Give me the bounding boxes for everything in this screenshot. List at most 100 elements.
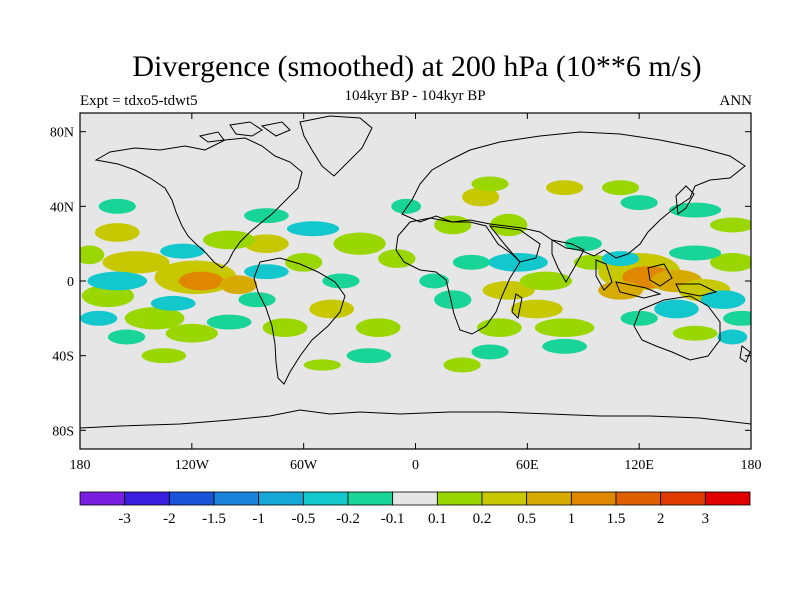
colorbar-label: -1.5	[202, 511, 226, 527]
divergence-contour	[534, 318, 595, 337]
colorbar-swatch	[347, 491, 394, 506]
divergence-contour	[542, 338, 587, 354]
divergence-contour	[620, 195, 658, 211]
divergence-contour	[94, 223, 140, 242]
lon-tick-label: 120W	[175, 458, 210, 473]
colorbar-label: -0.2	[336, 511, 360, 527]
coastline-arabia	[488, 225, 541, 263]
colorbar-label: 3	[702, 511, 710, 527]
coastline-australia	[633, 295, 721, 361]
experiment-label: Expt = tdxo5-tdwt5	[80, 93, 198, 109]
colorbar-label: 0.5	[517, 511, 536, 527]
coastline-new-zealand	[739, 345, 751, 363]
chart-title: Divergence (smoothed) at 200 hPa (10**6 …	[132, 50, 702, 83]
divergence-contour	[150, 295, 196, 311]
divergence-contour	[244, 234, 289, 254]
divergence-contour	[434, 290, 472, 309]
coastline-antarctica	[80, 409, 751, 429]
divergence-contour	[452, 254, 491, 270]
divergence-contour	[672, 325, 718, 341]
divergence-contour	[87, 271, 148, 291]
lon-tick-label: 60W	[290, 458, 318, 473]
colorbar-label: -0.1	[381, 511, 405, 527]
colorbar-swatch	[392, 491, 438, 506]
divergence-contour	[244, 264, 289, 280]
divergence-contour	[165, 323, 218, 343]
coastline-eurasia	[401, 131, 746, 259]
divergence-contour	[141, 348, 187, 364]
divergence-contour	[601, 180, 640, 196]
divergence-contour	[490, 213, 528, 237]
coastline-south-america	[253, 257, 346, 385]
coastline-india	[551, 239, 585, 284]
divergence-contour	[419, 273, 450, 289]
coastline-indonesia	[595, 259, 718, 299]
divergence-contour	[443, 357, 481, 373]
divergence-contour	[564, 236, 602, 252]
divergence-contour	[723, 310, 751, 326]
colorbar-swatch	[79, 491, 126, 506]
lat-tick-label: 80N	[50, 126, 74, 141]
divergence-contour	[717, 329, 748, 345]
coastline-japan	[675, 185, 695, 215]
divergence-contour	[488, 253, 548, 272]
divergence-contour	[81, 284, 135, 308]
divergence-contour	[80, 310, 118, 326]
divergence-contour	[391, 198, 422, 214]
period-label: 104kyr BP - 104kyr BP	[344, 88, 486, 104]
colorbar-label: -2	[163, 511, 176, 527]
lat-tick-label: 80S	[52, 424, 74, 439]
coastline-greenland	[299, 115, 373, 177]
divergence-contour	[545, 180, 584, 196]
divergence-contour	[482, 281, 535, 300]
divergence-contour	[285, 253, 323, 272]
divergence-contour	[124, 307, 185, 330]
lat-tick-label: 40N	[50, 200, 74, 215]
divergence-contour	[160, 243, 205, 259]
lon-tick-label: 0	[412, 458, 419, 473]
colorbar-label: 1.5	[607, 511, 626, 527]
season-label: ANN	[719, 93, 753, 109]
divergence-contour	[346, 348, 392, 364]
colorbar-label: 0.2	[473, 511, 492, 527]
divergence-contour	[206, 314, 252, 330]
coastline-north-america	[94, 137, 303, 269]
colorbar-label: 1	[568, 511, 576, 527]
colorbar-label: 2	[657, 511, 665, 527]
divergence-contour	[303, 359, 341, 371]
longitude-axis: 180 120W 60W 0 60E 120E 180	[70, 113, 762, 473]
lon-tick-label: 180	[70, 458, 91, 473]
divergence-contour	[668, 245, 722, 261]
divergence-contour	[700, 290, 746, 309]
divergence-contour	[355, 318, 401, 337]
divergence-contour	[598, 281, 643, 300]
colorbar-swatch	[660, 491, 706, 506]
colorbar-swatch	[302, 491, 349, 506]
divergence-contour	[309, 299, 354, 319]
colorbar-swatch	[436, 491, 483, 506]
divergence-contour	[333, 232, 386, 255]
colorbar-swatch	[615, 491, 662, 506]
colorbar: -3 -2 -1.5 -1 -0.5 -0.2 -0.1 0.1 0.2 0.5 1 1.5 2 3	[79, 491, 751, 527]
divergence-contour	[519, 271, 573, 291]
colorbar-label: -0.5	[291, 511, 315, 527]
divergence-contour	[219, 275, 258, 295]
divergence-contour	[620, 310, 658, 326]
divergence-contour	[668, 202, 722, 218]
colorbar-label: 0.1	[428, 511, 447, 527]
divergence-contour	[178, 271, 224, 291]
divergence-contour	[471, 344, 509, 360]
divergence-contour	[462, 187, 500, 207]
divergence-contour	[262, 318, 308, 337]
colorbar-swatch	[124, 491, 170, 506]
divergence-contour	[244, 208, 289, 224]
colorbar-swatch	[213, 491, 260, 506]
colorbar-label: -1	[252, 511, 265, 527]
latitude-axis: 80N 40N 0 40S 80S	[50, 126, 751, 439]
divergence-contour	[98, 198, 136, 214]
colorbar-label: -3	[118, 511, 131, 527]
divergence-contour	[471, 176, 509, 192]
colorbar-swatch	[258, 491, 304, 506]
coastline-africa	[395, 217, 521, 335]
